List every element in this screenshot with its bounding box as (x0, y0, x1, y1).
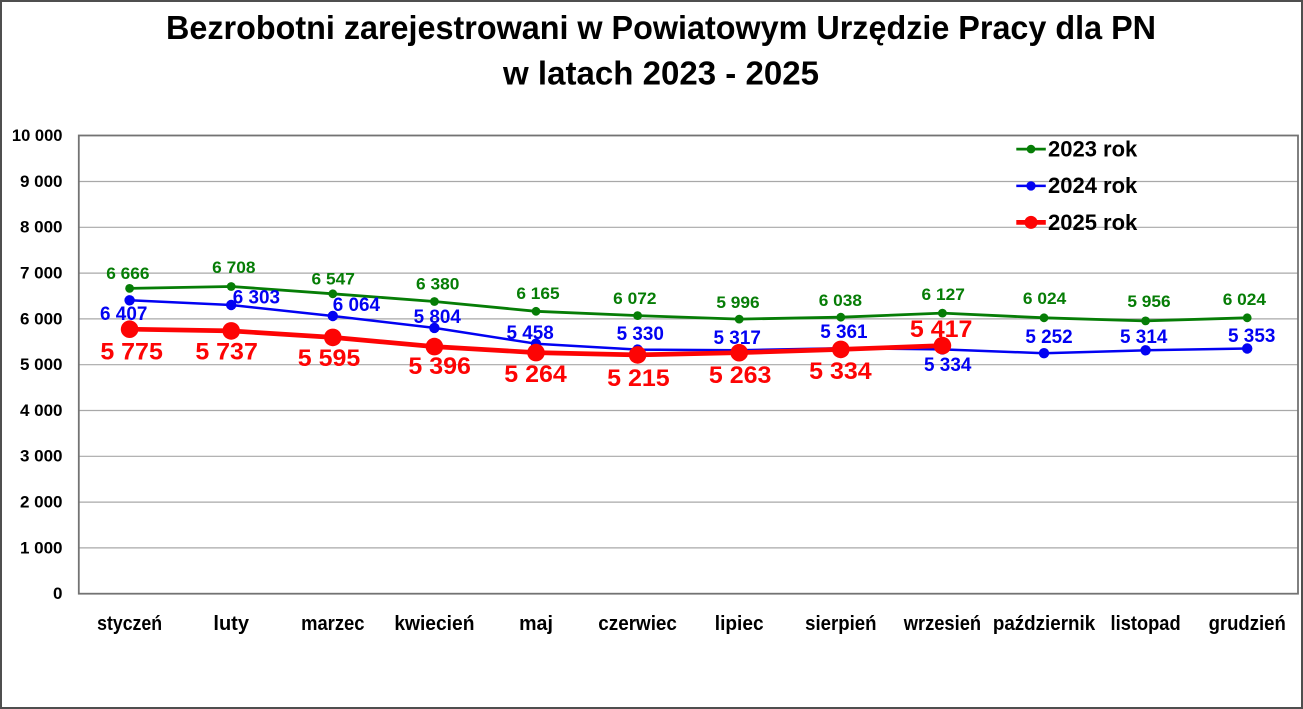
svg-text:0: 0 (53, 584, 62, 603)
svg-text:5 330: 5 330 (617, 324, 664, 345)
svg-text:5 353: 5 353 (1228, 326, 1275, 347)
svg-text:6 064: 6 064 (333, 295, 381, 316)
svg-text:marzec: marzec (301, 613, 364, 635)
svg-text:styczeń: styczeń (97, 613, 162, 635)
svg-text:2 000: 2 000 (20, 493, 63, 512)
svg-text:6 666: 6 666 (106, 264, 149, 283)
svg-text:5 317: 5 317 (714, 328, 761, 349)
svg-text:1 000: 1 000 (20, 538, 63, 557)
svg-text:5 804: 5 804 (414, 307, 462, 328)
svg-text:5 314: 5 314 (1120, 327, 1168, 348)
svg-text:w latach 2023 - 2025: w latach 2023 - 2025 (502, 54, 819, 91)
svg-text:5 458: 5 458 (506, 323, 553, 344)
svg-text:Bezrobotni zarejestrowani w Po: Bezrobotni zarejestrowani w Powiatowym U… (166, 9, 1156, 46)
svg-text:5 396: 5 396 (408, 353, 471, 380)
svg-text:6 127: 6 127 (922, 285, 965, 304)
svg-text:6 024: 6 024 (1023, 289, 1067, 308)
svg-text:5 417: 5 417 (910, 316, 973, 343)
svg-text:sierpień: sierpień (805, 613, 876, 635)
svg-text:6 024: 6 024 (1223, 290, 1267, 309)
svg-text:5 215: 5 215 (607, 365, 670, 392)
svg-text:6 072: 6 072 (613, 289, 656, 308)
svg-text:5 000: 5 000 (20, 355, 63, 374)
svg-text:7 000: 7 000 (20, 264, 63, 283)
svg-text:6 038: 6 038 (819, 291, 862, 310)
svg-text:listopad: listopad (1111, 613, 1181, 635)
svg-text:5 334: 5 334 (924, 355, 972, 376)
svg-text:5 264: 5 264 (504, 361, 567, 388)
svg-text:5 775: 5 775 (100, 338, 163, 365)
svg-text:4 000: 4 000 (20, 401, 63, 420)
svg-text:8 000: 8 000 (20, 218, 63, 237)
svg-text:6 547: 6 547 (312, 269, 355, 288)
svg-text:2023 rok: 2023 rok (1048, 136, 1138, 161)
svg-text:5 334: 5 334 (809, 358, 872, 385)
svg-text:6 165: 6 165 (516, 284, 559, 303)
svg-text:2024 rok: 2024 rok (1048, 173, 1138, 198)
svg-text:5 595: 5 595 (298, 345, 361, 372)
svg-text:czerwiec: czerwiec (598, 613, 677, 635)
svg-text:2025 rok: 2025 rok (1048, 210, 1138, 235)
svg-text:kwiecień: kwiecień (394, 613, 474, 635)
svg-text:6 380: 6 380 (416, 275, 459, 294)
svg-text:6 708: 6 708 (212, 258, 255, 277)
svg-text:3 000: 3 000 (20, 447, 63, 466)
svg-text:10 000: 10 000 (12, 126, 63, 145)
svg-text:5 252: 5 252 (1025, 327, 1072, 348)
svg-text:maj: maj (519, 613, 553, 635)
svg-text:wrzesień: wrzesień (903, 613, 981, 635)
svg-text:6 000: 6 000 (20, 309, 63, 328)
svg-text:5 361: 5 361 (820, 322, 868, 343)
svg-text:5 996: 5 996 (716, 293, 759, 312)
svg-text:luty: luty (213, 613, 249, 635)
svg-text:grudzień: grudzień (1209, 613, 1286, 635)
svg-text:6 303: 6 303 (233, 287, 280, 308)
svg-text:5 956: 5 956 (1127, 292, 1170, 311)
svg-text:5 737: 5 737 (195, 338, 258, 365)
svg-text:lipiec: lipiec (715, 613, 764, 635)
svg-text:9 000: 9 000 (20, 172, 63, 191)
svg-text:6 407: 6 407 (100, 304, 147, 325)
svg-text:5 263: 5 263 (709, 362, 772, 389)
svg-text:październik: październik (993, 613, 1096, 635)
